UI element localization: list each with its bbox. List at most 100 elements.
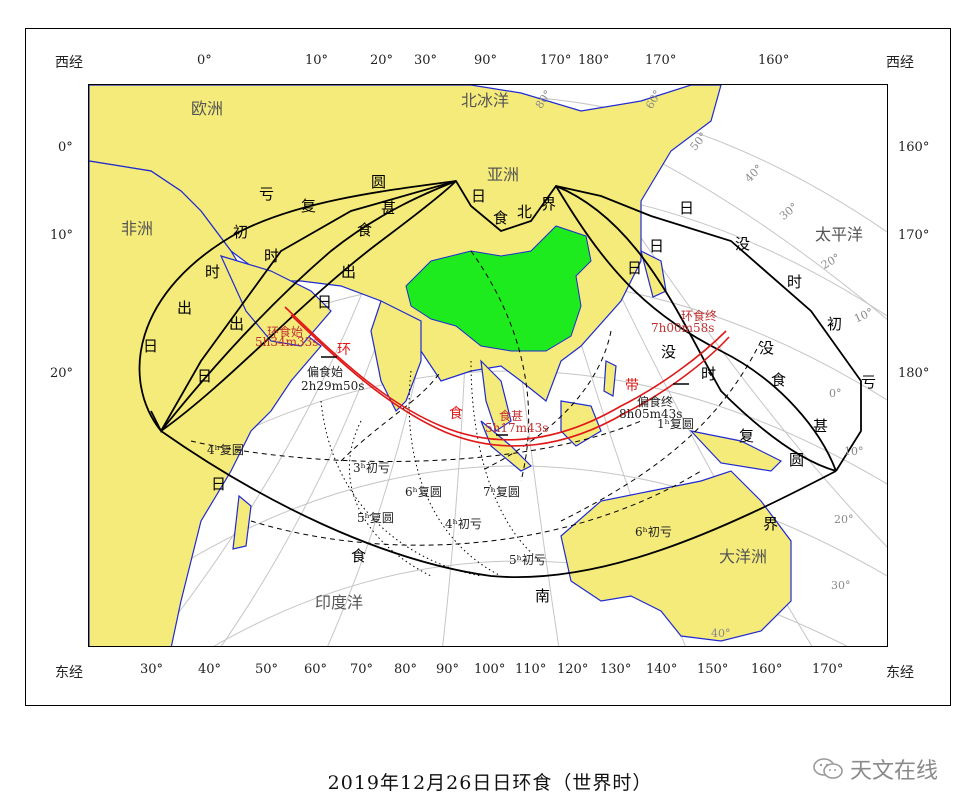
west-label-top-left: 西经 (55, 55, 83, 71)
bottom-lon-tick: 120° (557, 662, 589, 677)
contact-label: 4ʰ初亏 (445, 517, 482, 531)
sunset-begin-char: 时 (787, 273, 803, 291)
sunrise-begin-char: 日 (143, 337, 159, 355)
annular-band-char: 食 (449, 406, 463, 422)
top-lon-tick: 160° (758, 53, 790, 68)
partial-start-label: 偏食始 (307, 365, 344, 379)
annular-end-label: 环食终 (681, 309, 718, 323)
sunrise-max-char: 食 (357, 221, 373, 239)
south-limit-char: 南 (535, 587, 551, 605)
newguinea-land (689, 430, 783, 472)
bottom-lon-tick: 100° (474, 662, 506, 677)
contact-line (560, 340, 762, 522)
inner-lat-label: 20° (834, 513, 854, 526)
sunset-max-char: 没 (759, 339, 775, 357)
sunrise-end-char: 复 (301, 197, 317, 215)
china-land (405, 225, 592, 352)
philippines-land (603, 360, 617, 397)
bottom-lon-tick: 40° (198, 662, 222, 677)
region-africa: 非洲 (121, 219, 154, 238)
bottom-lon-tick: 110° (515, 662, 547, 677)
west-lobe-curve (138, 180, 457, 432)
greatest-time: 5h17m43s (485, 421, 549, 435)
top-lon-tick: 10° (305, 53, 329, 68)
north-limit-char: 界 (541, 195, 557, 213)
sunset-end-char: 没 (661, 343, 677, 361)
region-asia: 亚洲 (487, 165, 520, 184)
chat-bubble-icon (813, 758, 843, 779)
annular-band-char: 带 (625, 378, 639, 394)
bottom-lon-tick: 50° (255, 662, 279, 677)
map-caption: 2019年12月26日日环食（世界时） (327, 772, 653, 794)
south-limit-curve (160, 430, 837, 579)
north-limit-char: 北 (517, 203, 533, 221)
region-pacific: 太平洋 (815, 225, 864, 244)
sunrise-begin-char: 出 (177, 299, 193, 317)
sunset-end-char: 日 (627, 259, 643, 277)
sunrise-begin-char: 时 (205, 263, 221, 281)
contact-label: 6ʰ复圆 (405, 485, 442, 499)
top-lon-tick: 170° (645, 53, 677, 68)
eclipse-boundaries (138, 179, 862, 579)
region-arctic: 北冰洋 (461, 91, 510, 110)
east-label-bottom-right: 东经 (886, 665, 914, 681)
contact-line (340, 370, 442, 462)
inner-lat-label: 0° (829, 387, 842, 400)
south-limit-char: 食 (351, 547, 367, 565)
bottom-lon-tick: 70° (350, 662, 374, 677)
annular-end-time: 7h00m58s (651, 321, 715, 335)
right-lat-tick: 160° (898, 140, 930, 155)
south-limit-char: 日 (211, 475, 227, 493)
north-limit-char: 食 (493, 209, 509, 227)
madagascar-land (232, 494, 252, 550)
sunrise-max-char: 甚 (381, 199, 397, 217)
sunrise-mid-curve (160, 180, 457, 432)
contact-label: 5ʰ初亏 (509, 553, 546, 567)
inner-lat-label: 10° (844, 445, 864, 458)
sunrise-end-char: 出 (229, 315, 245, 333)
partial-end-label: 偏食终 (637, 395, 674, 409)
inner-lat-label: 30° (831, 579, 851, 592)
left-lat-tick: 0° (58, 140, 73, 155)
borneo-land (560, 400, 602, 447)
sunset-begin-char: 亏 (861, 373, 877, 391)
bottom-lon-tick: 80° (394, 662, 418, 677)
sunset-curve-2 (555, 185, 837, 472)
sunset-max-char: 甚 (813, 417, 829, 435)
north-limit-char: 日 (471, 187, 487, 205)
bottom-lon-tick: 150° (697, 662, 729, 677)
watermark: 天文在线 (812, 752, 938, 786)
sunrise-end-char: 日 (197, 367, 213, 385)
contact-label: 4ʰ复圆 (207, 443, 244, 457)
sunset-begin-char: 初 (827, 315, 843, 333)
bottom-lon-tick: 60° (304, 662, 328, 677)
region-indian-ocean: 印度洋 (315, 593, 364, 612)
greatest-label: 食甚 (499, 409, 524, 423)
sunset-max-char: 食 (771, 371, 787, 389)
left-lat-tick: 20° (50, 366, 74, 381)
top-lon-tick: 30° (414, 53, 438, 68)
sunrise-max-char: 出 (341, 263, 357, 281)
sunset-max-char: 日 (649, 237, 665, 255)
bottom-lon-tick: 30° (140, 662, 164, 677)
sunrise-max-char: 日 (317, 293, 333, 311)
sunset-end-char: 圆 (789, 451, 805, 469)
contact-line (190, 420, 642, 462)
bottom-lon-tick: 140° (646, 662, 678, 677)
contact-label: 3ʰ初亏 (353, 461, 390, 475)
bottom-lon-tick: 170° (812, 662, 844, 677)
top-lon-tick: 180° (578, 53, 610, 68)
top-lon-tick: 90° (474, 53, 498, 68)
north-limit-curve (150, 179, 862, 472)
annular-start-time: 5h34m33s (255, 335, 319, 349)
event-markers (321, 356, 689, 436)
sunset-end-char: 复 (739, 427, 755, 445)
annular-band-char: 环 (337, 342, 351, 358)
australia-land (560, 470, 792, 642)
contact-label: 6ʰ初亏 (635, 525, 672, 539)
contact-label: 1ʰ复圆 (657, 417, 694, 431)
inner-lat-label: 40° (711, 627, 731, 640)
top-lon-tick: 170° (540, 53, 572, 68)
partial-start-time: 2h29m50s (301, 379, 365, 393)
sunset-begin-char: 没 (735, 235, 751, 253)
